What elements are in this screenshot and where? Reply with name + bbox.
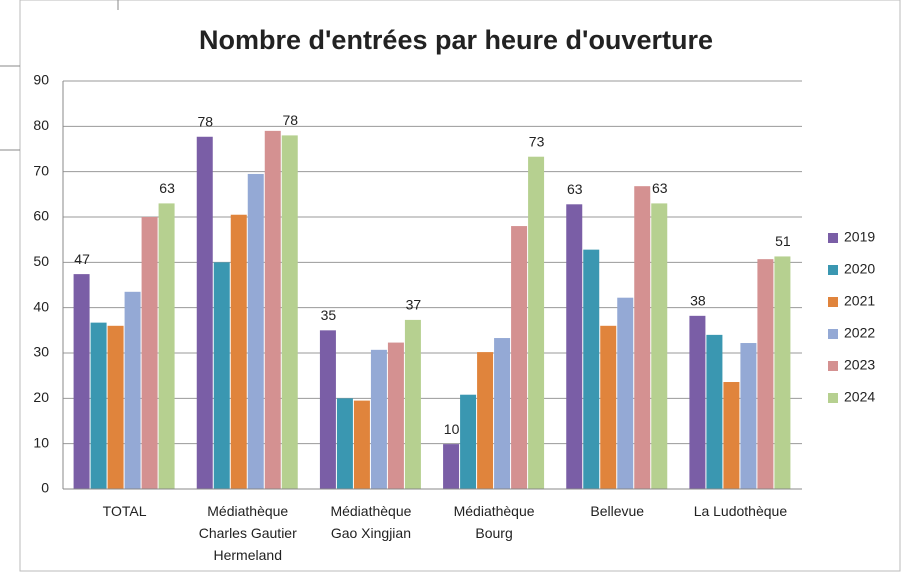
data-label: 47 (74, 251, 90, 267)
bar (740, 343, 757, 489)
y-tick-label: 50 (33, 253, 49, 269)
data-label: 51 (775, 233, 791, 249)
legend-label: 2024 (844, 389, 875, 405)
bar (336, 398, 353, 489)
bar (723, 382, 740, 489)
bar (617, 297, 634, 489)
y-tick-label: 90 (33, 72, 49, 88)
bar (247, 173, 264, 489)
bar (107, 325, 124, 489)
bar (281, 135, 298, 489)
bar (370, 349, 387, 489)
data-label: 63 (567, 181, 583, 197)
legend-label: 2019 (844, 229, 875, 245)
y-tick-label: 80 (33, 117, 49, 133)
legend-label: 2022 (844, 325, 875, 341)
legend-swatch (828, 265, 838, 275)
bar (90, 322, 107, 489)
y-tick-label: 0 (41, 480, 49, 496)
data-label: 35 (321, 307, 337, 323)
x-tick-label: Bellevue (590, 503, 644, 519)
y-tick-label: 20 (33, 389, 49, 405)
bar (494, 338, 511, 489)
y-tick-label: 60 (33, 208, 49, 224)
bar (477, 352, 494, 489)
bar (706, 334, 723, 489)
bar (319, 330, 336, 489)
data-label: 38 (690, 293, 706, 309)
legend-swatch (828, 329, 838, 339)
bar (757, 259, 774, 489)
data-label: 63 (159, 180, 175, 196)
y-tick-label: 10 (33, 434, 49, 450)
bar (196, 136, 213, 489)
bar (600, 325, 617, 489)
bar (460, 394, 477, 489)
legend-label: 2023 (844, 357, 875, 373)
bar (158, 203, 175, 489)
x-tick-label: Médiathèque Gao Xingjian (330, 503, 411, 541)
x-tick-label: Médiathèque Charles Gautier Hermeland (199, 503, 297, 563)
bar (528, 156, 545, 489)
chart-title: Nombre d'entrées par heure d'ouverture (199, 25, 713, 55)
data-label: 78 (197, 113, 213, 129)
legend-swatch (828, 297, 838, 307)
data-label: 73 (529, 133, 545, 149)
bar (689, 315, 706, 489)
bar (124, 291, 141, 489)
bar (583, 249, 600, 489)
data-label: 78 (282, 112, 298, 128)
bar (387, 342, 404, 489)
bar (230, 214, 247, 489)
legend-swatch (828, 361, 838, 371)
legend-swatch (828, 233, 838, 243)
x-tick-label: Médiathèque Bourg (454, 503, 535, 541)
bar (404, 319, 421, 489)
bar (566, 204, 583, 489)
bar (774, 256, 791, 489)
legend-swatch (828, 393, 838, 403)
data-label: 10 (444, 421, 460, 437)
x-tick-label: La Ludothèque (694, 503, 788, 519)
legend-label: 2020 (844, 261, 875, 277)
bar (73, 274, 90, 489)
data-label: 63 (652, 180, 668, 196)
bar (213, 262, 230, 489)
bar (651, 203, 668, 489)
bar (141, 217, 158, 489)
y-tick-label: 40 (33, 298, 49, 314)
legend-label: 2021 (844, 293, 875, 309)
y-tick-label: 30 (33, 344, 49, 360)
data-label: 37 (406, 297, 422, 313)
bar (264, 130, 281, 489)
y-tick-label: 70 (33, 162, 49, 178)
bar (443, 444, 460, 489)
bar (634, 186, 651, 489)
bar (511, 226, 528, 490)
x-tick-label: TOTAL (103, 503, 147, 519)
bar (353, 400, 370, 489)
